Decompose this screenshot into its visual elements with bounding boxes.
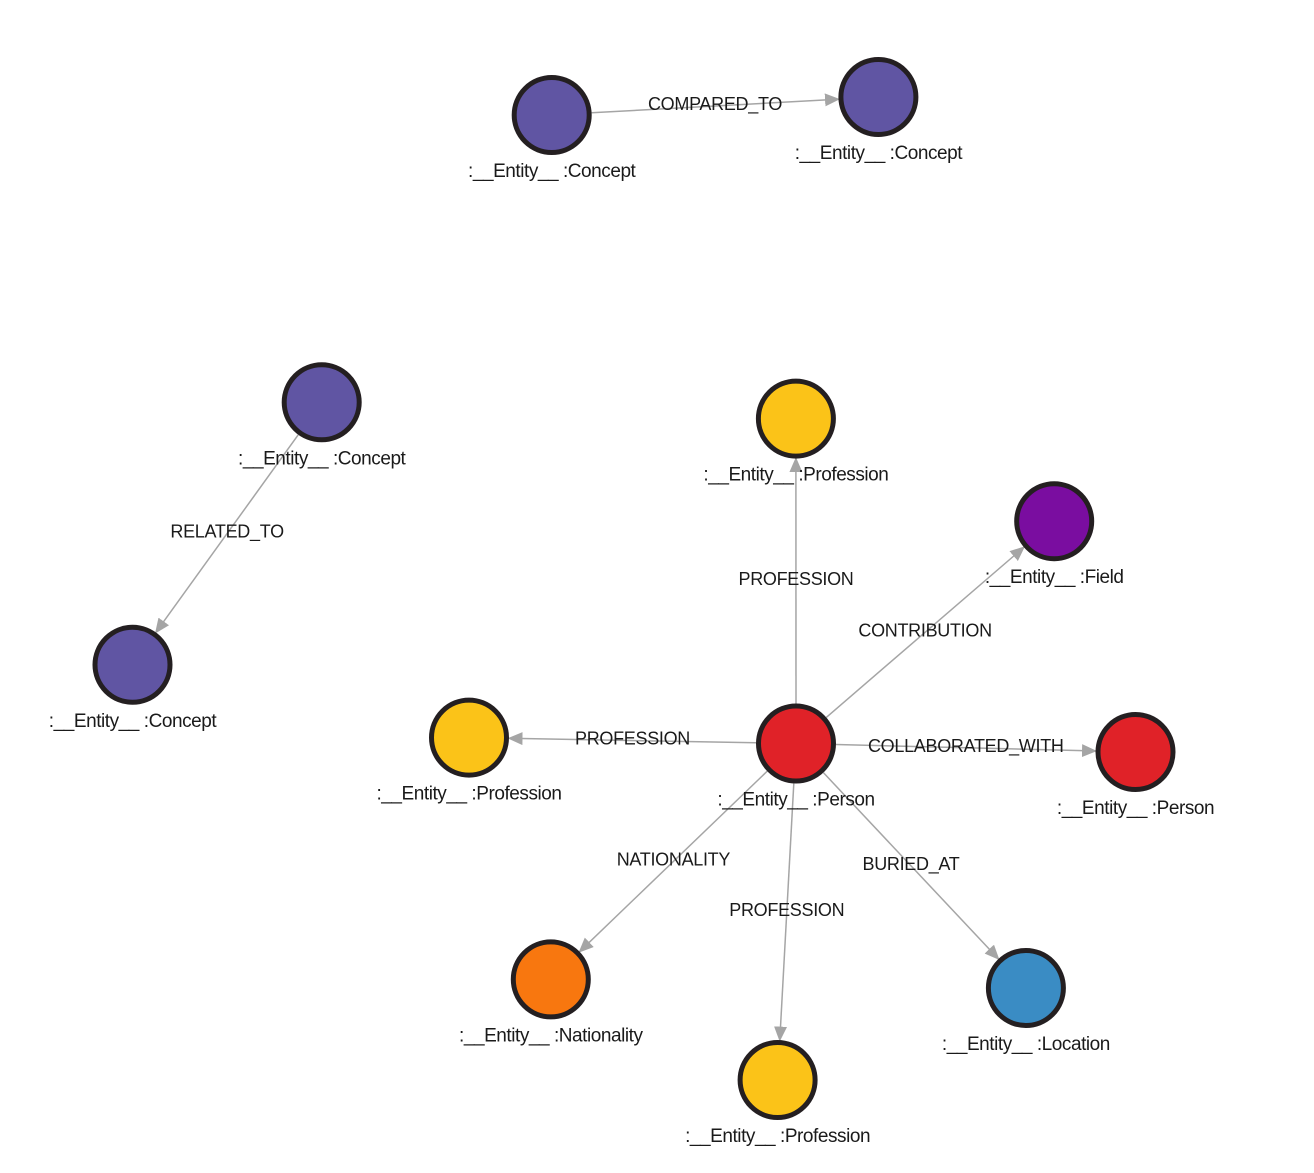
svg-text:PROFESSION: PROFESSION <box>729 900 844 920</box>
svg-text::__Entity__ :Field: :__Entity__ :Field <box>985 567 1124 588</box>
svg-text::__Entity__ :Profession: :__Entity__ :Profession <box>376 784 561 805</box>
svg-text:PROFESSION: PROFESSION <box>738 569 853 589</box>
svg-text::__Entity__ :Person: :__Entity__ :Person <box>717 790 874 811</box>
svg-text::__Entity__ :Concept: :__Entity__ :Concept <box>468 161 637 182</box>
svg-text::__Entity__ :Profession: :__Entity__ :Profession <box>685 1126 870 1147</box>
svg-text:PROFESSION: PROFESSION <box>575 729 690 749</box>
svg-text::__Entity__ :Profession: :__Entity__ :Profession <box>703 465 888 486</box>
svg-text::__Entity__ :Location: :__Entity__ :Location <box>942 1034 1110 1055</box>
svg-text:CONTRIBUTION: CONTRIBUTION <box>858 620 991 640</box>
svg-text:RELATED_TO: RELATED_TO <box>170 522 284 543</box>
svg-text::__Entity__ :Concept: :__Entity__ :Concept <box>238 448 407 469</box>
svg-text::__Entity__ :Person: :__Entity__ :Person <box>1057 798 1214 819</box>
svg-text:NATIONALITY: NATIONALITY <box>617 850 731 870</box>
svg-text::__Entity__ :Concept: :__Entity__ :Concept <box>49 711 218 732</box>
svg-text:COMPARED_TO: COMPARED_TO <box>648 94 782 115</box>
svg-text:COLLABORATED_WITH: COLLABORATED_WITH <box>868 736 1064 757</box>
svg-text::__Entity__ :Nationality: :__Entity__ :Nationality <box>459 1025 643 1046</box>
svg-text::__Entity__ :Concept: :__Entity__ :Concept <box>795 143 964 164</box>
svg-text:BURIED_AT: BURIED_AT <box>863 854 960 875</box>
